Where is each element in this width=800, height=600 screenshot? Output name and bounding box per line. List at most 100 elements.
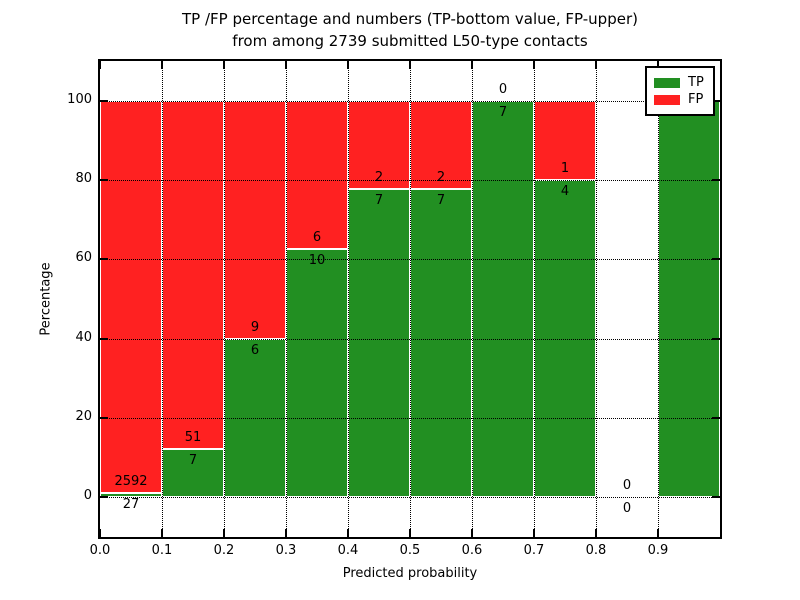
x-tick-mark <box>595 61 597 69</box>
x-tick-mark <box>533 61 535 69</box>
y-tick-mark <box>712 496 720 499</box>
tp-bar-segment <box>348 188 410 498</box>
x-tick-mark <box>223 61 225 69</box>
y-tick-mark <box>100 496 108 499</box>
bar-tp-count-label: 7 <box>498 104 508 120</box>
x-tick-label: 0.2 <box>213 543 235 558</box>
fp-bar-segment <box>100 100 162 494</box>
bar-fp-count-label: 0 <box>498 81 508 97</box>
vertical-gridline <box>596 61 597 537</box>
x-tick-label: 0.5 <box>399 543 421 558</box>
bar-tp-count-label: 10 <box>308 253 326 269</box>
x-tick-mark <box>657 61 659 69</box>
legend-entry-fp: FP <box>654 91 706 108</box>
y-tick-mark <box>712 337 720 340</box>
x-tick-mark <box>409 529 411 537</box>
y-tick-mark <box>712 179 720 181</box>
y-tick-mark <box>712 99 720 102</box>
bar-tp-count-label: 6 <box>250 342 260 358</box>
bar-fp-count-label: 2592 <box>114 474 148 490</box>
y-tick-mark <box>100 337 108 340</box>
tp-bar-segment <box>162 449 224 498</box>
bar-fp-count-label: 2 <box>374 169 384 185</box>
y-tick-label: 100 <box>67 91 92 107</box>
y-tick-label: 40 <box>75 329 92 345</box>
chart-title: TP /FP percentage and numbers (TP-bottom… <box>182 10 638 50</box>
legend-label-fp: FP <box>688 92 704 107</box>
x-tick-mark <box>471 529 473 537</box>
y-tick-label: 60 <box>75 250 92 266</box>
x-tick-mark <box>285 529 287 537</box>
vertical-gridline <box>472 61 473 537</box>
vertical-gridline <box>162 61 163 537</box>
x-tick-label: 0.1 <box>151 543 173 558</box>
fp-bar-segment <box>224 100 286 339</box>
y-tick-label: 20 <box>75 409 92 424</box>
tp-bar-segment <box>410 188 472 498</box>
x-tick-mark <box>471 61 473 69</box>
y-tick-mark <box>100 99 108 102</box>
y-tick-mark <box>100 258 108 261</box>
x-tick-mark <box>161 529 163 537</box>
bar-fp-count-label: 0 <box>622 478 632 494</box>
vertical-gridline <box>410 61 411 537</box>
x-tick-label: 0.0 <box>89 543 111 558</box>
x-tick-label: 0.7 <box>523 543 545 558</box>
x-tick-mark <box>99 61 101 69</box>
x-tick-mark <box>657 529 659 537</box>
x-tick-mark <box>223 529 225 537</box>
y-tick-label: 80 <box>75 171 92 186</box>
tp-bar-segment <box>100 493 162 498</box>
y-axis-label: Percentage <box>38 262 54 336</box>
vertical-gridline <box>658 61 659 537</box>
bar-fp-count-label: 1 <box>560 161 570 176</box>
plot-area: 0.0 0.1 0.2 0.3 0.4 0.5 0.6 0.7 0.8 0.9 0 20 40 60 80 1… <box>67 59 722 558</box>
x-tick-label: 0.3 <box>275 543 297 558</box>
x-tick-mark <box>347 529 349 537</box>
x-tick-mark <box>595 529 597 537</box>
y-tick-mark <box>100 179 108 181</box>
bar-tp-count-label: 7 <box>436 192 446 208</box>
bar-tp-count-label: 0 <box>622 501 632 517</box>
fp-bar-segment <box>534 100 596 180</box>
x-axis-label: Predicted probability <box>342 566 478 581</box>
fp-bar-segment <box>410 100 472 189</box>
bar-tp-count-label: 7 <box>374 192 384 208</box>
bar-tp-count-label: 4 <box>560 184 570 199</box>
bar-fp-count-label: 6 <box>312 230 322 246</box>
bar-fp-count-label: 2 <box>436 169 446 185</box>
tp-bar-segment <box>286 249 348 498</box>
bar-tp-count-label: 7 <box>188 453 198 469</box>
bar-tp-count-label: 27 <box>122 497 140 513</box>
y-tick-mark <box>712 417 720 419</box>
vertical-gridline <box>348 61 349 537</box>
tp-color-swatch <box>654 77 680 88</box>
bar-fp-count-label: 51 <box>184 430 202 446</box>
vertical-gridline <box>224 61 225 537</box>
y-tick-label: 0 <box>83 488 92 504</box>
x-tick-label: 0.8 <box>585 543 607 558</box>
y-tick-mark <box>712 258 720 261</box>
x-tick-mark <box>533 529 535 537</box>
x-tick-mark <box>409 61 411 69</box>
legend-label-tp: TP <box>688 75 704 90</box>
vertical-gridline <box>286 61 287 537</box>
x-tick-label: 0.4 <box>337 543 359 558</box>
fp-color-swatch <box>654 94 680 105</box>
y-tick-mark <box>100 417 108 419</box>
x-tick-mark <box>347 61 349 69</box>
x-tick-mark <box>161 61 163 69</box>
x-tick-mark <box>285 61 287 69</box>
tp-bar-segment <box>472 100 534 498</box>
x-tick-label: 0.9 <box>647 543 669 558</box>
x-tick-label: 0.6 <box>461 543 483 558</box>
vertical-gridline <box>534 61 535 537</box>
legend-entry-tp: TP <box>654 74 706 91</box>
bar-fp-count-label: 9 <box>250 319 260 335</box>
legend: TP FP <box>645 66 715 116</box>
tp-bar-segment <box>658 100 720 498</box>
fp-bar-segment <box>286 100 348 250</box>
x-tick-mark <box>99 529 101 537</box>
fp-bar-segment <box>162 100 224 450</box>
